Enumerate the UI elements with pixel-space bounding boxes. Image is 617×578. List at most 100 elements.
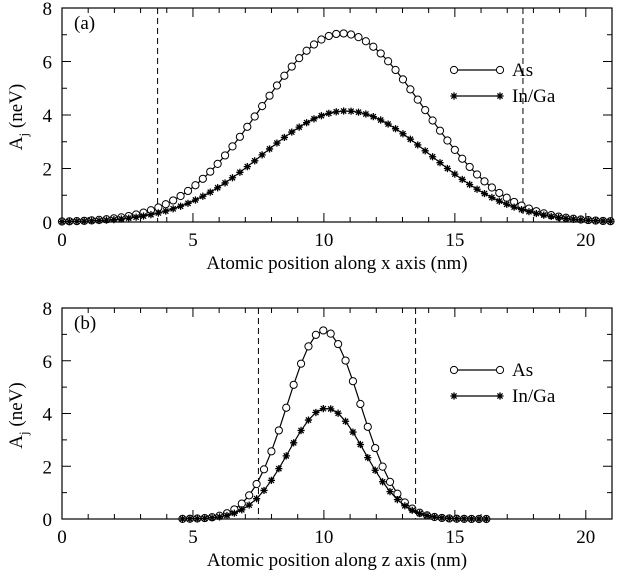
data-point bbox=[488, 193, 496, 202]
data-point bbox=[295, 123, 303, 131]
data-point bbox=[363, 422, 372, 431]
data-point bbox=[295, 54, 304, 63]
data-point bbox=[450, 145, 459, 155]
data-point bbox=[438, 514, 446, 522]
data-point bbox=[317, 35, 326, 44]
data-point bbox=[258, 102, 267, 111]
data-point bbox=[362, 110, 370, 118]
data-point bbox=[391, 65, 400, 75]
data-point bbox=[606, 217, 615, 225]
data-point bbox=[280, 71, 289, 80]
data-point bbox=[369, 42, 378, 51]
data-point bbox=[251, 157, 259, 165]
legend-entry: In/Ga bbox=[450, 386, 556, 407]
data-point bbox=[436, 159, 444, 167]
legend-label: In/Ga bbox=[512, 86, 556, 107]
data-point bbox=[237, 499, 246, 508]
legend-marker bbox=[450, 92, 458, 100]
data-point bbox=[413, 95, 422, 104]
data-point bbox=[384, 57, 393, 66]
data-point bbox=[562, 214, 570, 223]
data-point bbox=[169, 196, 178, 205]
data-point bbox=[356, 440, 364, 449]
data-point bbox=[384, 120, 392, 128]
data-point bbox=[453, 515, 461, 523]
data-point bbox=[161, 200, 170, 209]
data-point bbox=[302, 46, 311, 55]
data-point bbox=[356, 399, 365, 409]
data-point bbox=[311, 330, 320, 339]
data-point bbox=[406, 135, 414, 143]
panel-b: 0 5 10 15 20 0 2 4 6 8 Atomic position along z axi… bbox=[6, 299, 613, 571]
x-tick-label: 15 bbox=[445, 527, 464, 548]
y-axis-label-unit: (neV) bbox=[6, 382, 27, 431]
data-point bbox=[243, 122, 252, 131]
series-in-ga bbox=[178, 405, 490, 523]
y-tick-label: 0 bbox=[43, 510, 53, 531]
y-axis-label-sub: j bbox=[16, 133, 31, 138]
data-point bbox=[377, 116, 385, 124]
data-point bbox=[273, 139, 281, 147]
data-point bbox=[465, 162, 474, 172]
data-point bbox=[510, 203, 518, 211]
y-axis-label: Aj (neV) bbox=[6, 84, 31, 150]
y-tick-label: 2 bbox=[43, 160, 53, 181]
data-point bbox=[540, 211, 548, 219]
data-point bbox=[184, 199, 192, 207]
data-point bbox=[401, 502, 409, 510]
data-point bbox=[386, 488, 394, 496]
data-point bbox=[102, 216, 111, 224]
data-point bbox=[569, 215, 578, 223]
data-point bbox=[349, 428, 357, 436]
data-point bbox=[577, 216, 585, 224]
data-point bbox=[304, 416, 313, 424]
data-point bbox=[467, 515, 476, 523]
data-point bbox=[221, 179, 229, 187]
data-point bbox=[58, 218, 66, 226]
x-axis-label: Atomic position along z axis (nm) bbox=[207, 550, 467, 571]
data-point bbox=[176, 202, 185, 210]
y-axis-label-main: A bbox=[6, 136, 27, 150]
data-point bbox=[354, 33, 363, 42]
data-point bbox=[416, 509, 424, 518]
data-point bbox=[487, 183, 496, 192]
data-point bbox=[428, 153, 437, 161]
data-point bbox=[414, 141, 422, 149]
series-line bbox=[182, 408, 487, 520]
data-point bbox=[162, 207, 170, 215]
data-point bbox=[348, 377, 358, 386]
data-point bbox=[445, 514, 453, 523]
data-point bbox=[451, 170, 459, 178]
legend-marker bbox=[449, 65, 459, 75]
data-point bbox=[391, 125, 400, 133]
y-tick-label: 6 bbox=[43, 352, 53, 373]
data-point bbox=[466, 180, 474, 189]
data-point bbox=[371, 443, 380, 453]
data-point bbox=[280, 133, 288, 142]
data-point bbox=[198, 174, 207, 183]
data-point bbox=[480, 189, 489, 198]
data-point bbox=[80, 217, 88, 225]
data-point bbox=[215, 513, 224, 521]
data-point bbox=[208, 514, 216, 522]
data-point bbox=[297, 426, 305, 435]
data-point bbox=[347, 107, 355, 115]
data-point bbox=[183, 186, 193, 196]
data-point bbox=[592, 217, 600, 225]
data-point bbox=[265, 91, 274, 100]
legend-entry: In/Ga bbox=[450, 86, 556, 107]
x-tick-label: 20 bbox=[576, 527, 595, 548]
data-point bbox=[258, 151, 266, 159]
data-point bbox=[319, 326, 328, 335]
data-point bbox=[421, 105, 430, 115]
x-tick-label: 10 bbox=[314, 527, 333, 548]
data-point bbox=[235, 132, 244, 141]
data-point bbox=[169, 205, 177, 213]
data-point bbox=[517, 205, 526, 214]
series-in-ga bbox=[58, 107, 615, 226]
plot-frame bbox=[61, 7, 613, 223]
data-point bbox=[354, 108, 363, 116]
data-point bbox=[191, 196, 200, 204]
data-point bbox=[327, 405, 335, 413]
data-point bbox=[458, 175, 466, 184]
